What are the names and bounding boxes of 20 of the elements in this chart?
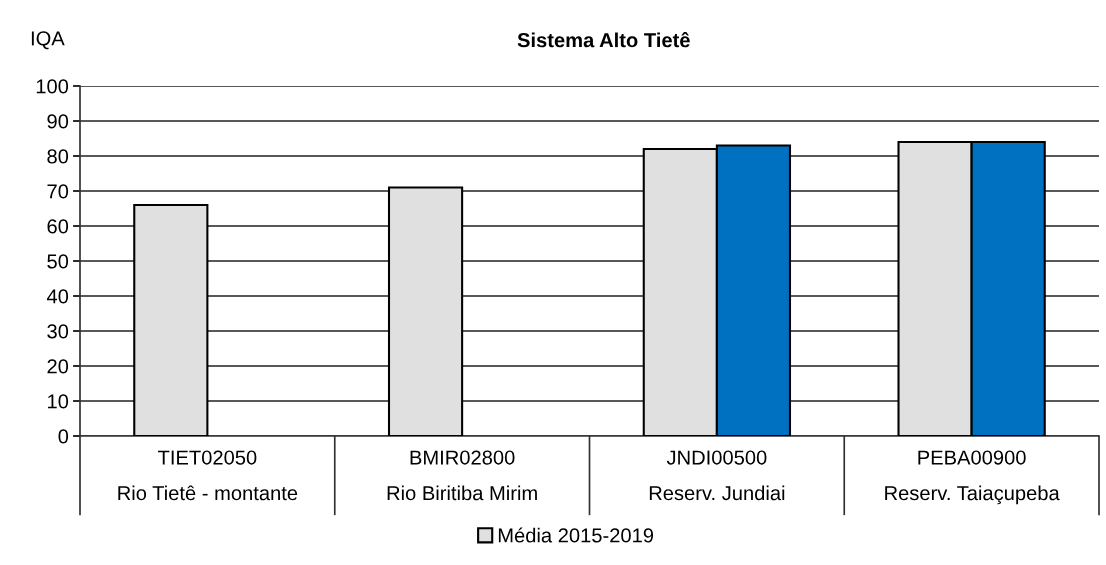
y-tick-label: 60 [47,219,69,234]
x-tick-label: TIET02050 Rio Tietê - montante [118,450,298,501]
y-tick-label: 70 [47,184,69,199]
bar [133,203,209,436]
bar [387,186,464,436]
y-tick-label: 100 [36,79,69,94]
y-tick-label: 20 [47,359,69,374]
x-tick-label: BMIR02800 Rio Biritiba Mirim [387,450,537,501]
y-tick-label: 90 [47,114,69,129]
y-tick-label: 40 [46,289,69,304]
chart-title: Sistema Alto Tietê [517,32,690,48]
x-tick-label: PEBA00900 Reserv. Taiaçupeba [885,450,1060,505]
y-tick-label: 10 [48,394,69,409]
y-tick-label: 80 [47,149,69,164]
legend-label: Média 2015-2019 [498,527,654,543]
x-tick-label: JNDI00500 Reserv. Jundiai [649,450,785,501]
y-tick-label: 50 [47,254,69,269]
y-tick-label: 0 [58,429,69,444]
y-tick-label: 30 [47,324,69,339]
y-axis-title: IQA [31,31,65,50]
